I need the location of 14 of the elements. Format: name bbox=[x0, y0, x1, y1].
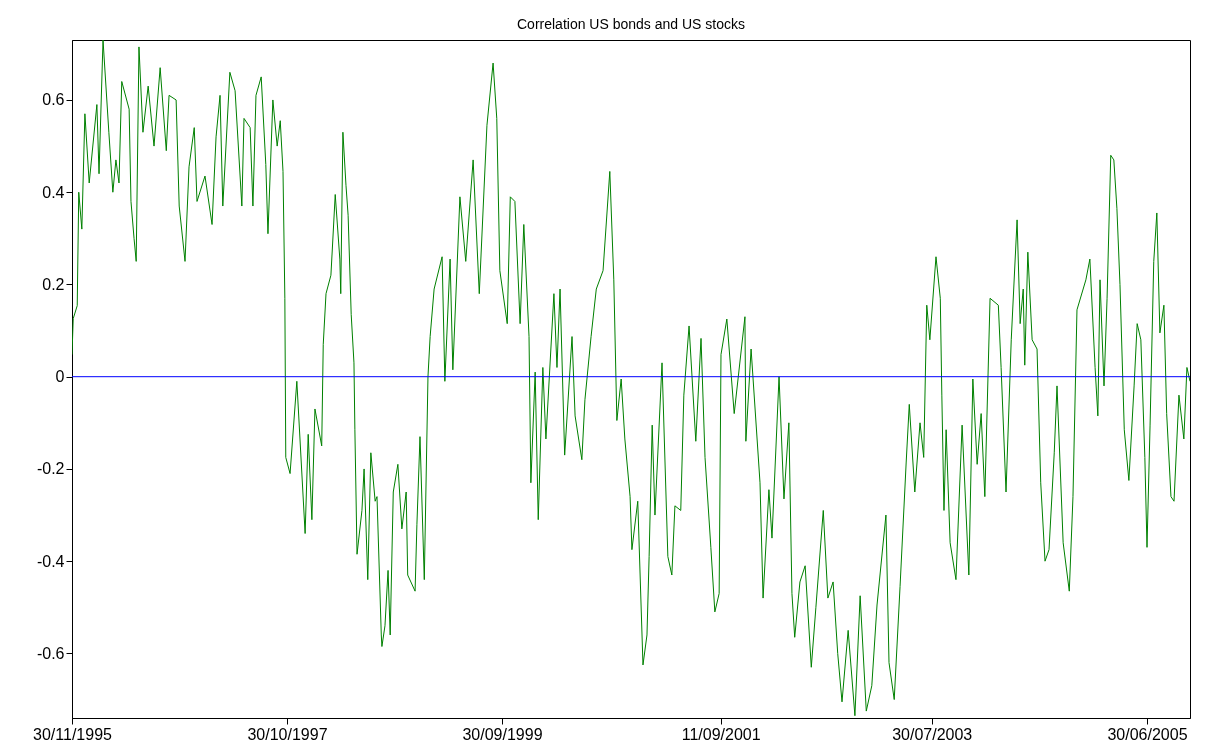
y-tick-label: -0.4 bbox=[36, 552, 65, 570]
y-tick-label: -0.2 bbox=[36, 460, 65, 478]
x-tick-label: 30/07/2003 bbox=[892, 725, 973, 743]
x-tick-label: 30/06/2005 bbox=[1107, 725, 1188, 743]
y-tick-label: 0.4 bbox=[42, 183, 65, 201]
y-tick-label: 0.2 bbox=[42, 275, 65, 293]
y-tick-label: 0.6 bbox=[42, 91, 65, 109]
y-tick-label: -0.6 bbox=[36, 644, 65, 662]
x-tick-label: 30/10/1997 bbox=[247, 725, 328, 743]
x-tick-label: 30/09/1999 bbox=[462, 725, 543, 743]
x-tick-label: 11/09/2001 bbox=[681, 725, 761, 743]
y-tick-label: 0 bbox=[55, 368, 65, 386]
x-tick-label: 30/11/1995 bbox=[33, 725, 113, 743]
chart-title: Correlation US bonds and US stocks bbox=[517, 16, 745, 32]
